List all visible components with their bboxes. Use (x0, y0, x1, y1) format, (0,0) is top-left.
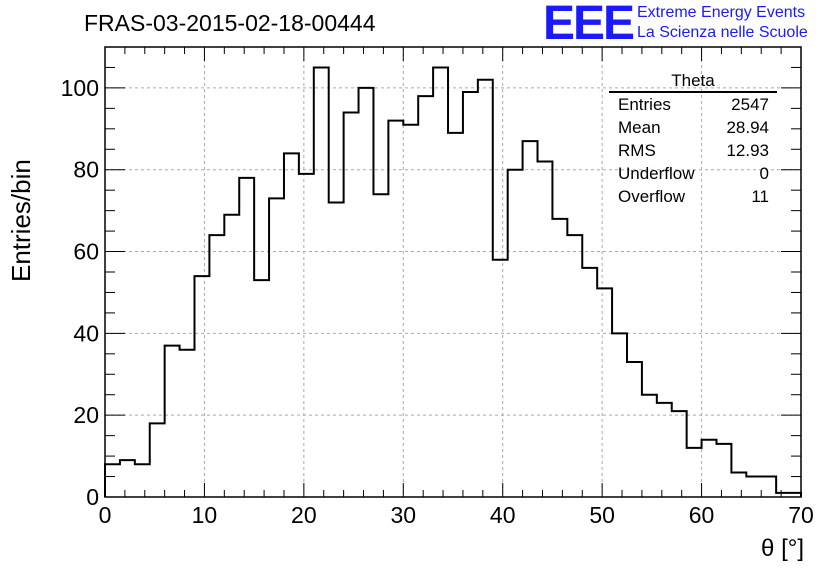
histogram-bin (567, 235, 582, 497)
histogram-bin (165, 346, 180, 497)
histogram-bin (239, 178, 254, 497)
histogram-bin (314, 67, 329, 497)
y-tick-label: 80 (73, 157, 99, 183)
histogram-bin (702, 440, 717, 497)
histogram-bin (150, 423, 165, 497)
histogram-outline (104, 66, 802, 497)
x-tick-label: 50 (589, 502, 615, 528)
histogram-bin (731, 472, 746, 497)
histogram-bin (269, 198, 284, 497)
x-tick-label: 10 (192, 502, 218, 528)
axis-tick-labels: 0 10 20 30 40 50 60 70 0 20 40 60 80 100 (61, 75, 814, 528)
histogram-bin (373, 194, 388, 497)
histogram-bin (224, 215, 239, 497)
y-tick-label: 20 (73, 402, 99, 428)
x-tick-label: 60 (689, 502, 715, 528)
histogram-bin (746, 477, 761, 497)
stats-row-entries: Entries 2547 (609, 93, 777, 116)
stats-row-rms: RMS 12.93 (609, 139, 777, 162)
histogram-bin (538, 162, 553, 497)
histogram-bin (493, 260, 508, 497)
stats-label: Underflow (618, 164, 695, 183)
stats-box: Theta Entries 2547 Mean 28.94 RMS 12.93 Underf… (609, 71, 777, 208)
histogram-bin (672, 411, 687, 497)
histogram-bin (552, 219, 567, 497)
histogram-bars (104, 66, 802, 497)
axis-ticks (104, 46, 802, 498)
histogram-bin (418, 96, 433, 497)
y-axis-label: Entries/bin (6, 159, 36, 282)
histogram-bin (716, 444, 731, 497)
eee-logo: EEE (543, 0, 635, 50)
stats-rows: Entries 2547 Mean 28.94 RMS 12.93 Underflow 0 Ov… (609, 93, 777, 208)
stats-value: 28.94 (726, 118, 769, 137)
histogram-bin (508, 170, 523, 497)
histogram-bin (627, 362, 642, 497)
x-tick-label: 30 (390, 502, 416, 528)
stats-row-mean: Mean 28.94 (609, 116, 777, 139)
histogram-bin (478, 80, 493, 497)
histogram-bin (657, 403, 672, 497)
logo-line-2: La Scienza nelle Scuole (637, 24, 808, 41)
histogram-bin (254, 280, 269, 497)
histogram-bin (582, 268, 597, 497)
histogram-bin (120, 460, 135, 497)
x-tick-label: 40 (490, 502, 516, 528)
histogram-bin (687, 448, 702, 497)
stats-value: 0 (759, 164, 769, 183)
y-tick-label: 0 (86, 484, 99, 510)
histogram-bin (344, 112, 359, 497)
stats-title: Theta (609, 71, 777, 93)
histogram-bin (180, 350, 195, 497)
stats-value: 11 (751, 187, 769, 206)
histogram-bin (329, 202, 344, 497)
histogram-bin (105, 464, 120, 497)
histogram-bin (761, 477, 776, 497)
stats-row-overflow: Overflow 11 (609, 185, 777, 208)
stats-value: 12.93 (726, 141, 769, 160)
histogram-bin (388, 121, 403, 497)
stats-value: 2547 (731, 95, 769, 114)
histogram-bin (209, 235, 224, 497)
stats-label: Overflow (618, 187, 686, 206)
stats-label: RMS (618, 141, 656, 160)
stats-label: Mean (618, 118, 661, 137)
stats-row-underflow: Underflow 0 (609, 162, 777, 185)
x-tick-label: 0 (99, 502, 112, 528)
x-axis-label: θ [°] (761, 535, 804, 562)
histogram-bin (612, 333, 627, 497)
histogram-bin (433, 67, 448, 497)
histogram-bin (135, 464, 150, 497)
y-tick-label: 60 (73, 239, 99, 265)
histogram-bin (642, 395, 657, 497)
y-tick-label: 100 (61, 75, 99, 101)
histogram-bin (448, 133, 463, 497)
histogram-bin (299, 174, 314, 497)
y-tick-label: 40 (73, 320, 99, 346)
x-tick-label: 70 (788, 502, 814, 528)
histogram-bin (523, 141, 538, 497)
logo-line-1: Extreme Energy Events (637, 4, 806, 21)
chart-title: FRAS-03-2015-02-18-00444 (84, 10, 376, 36)
histogram-bin (359, 88, 374, 497)
stats-label: Entries (618, 95, 671, 114)
x-tick-label: 20 (291, 502, 317, 528)
histogram-bin (403, 125, 418, 497)
histogram-bin (463, 92, 478, 497)
histogram-bin (597, 288, 612, 497)
histogram-bin (194, 276, 209, 497)
histogram-bin (284, 153, 299, 497)
